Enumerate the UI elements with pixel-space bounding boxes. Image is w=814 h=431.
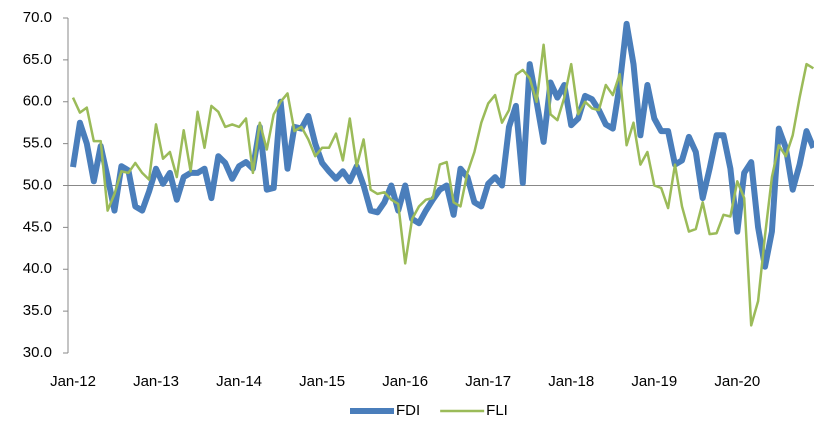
y-tick-label: 40.0 [23,260,52,277]
y-tick-label: 30.0 [23,344,52,361]
x-tick-label: Jan-12 [50,373,96,390]
x-tick-label: Jan-17 [465,373,511,390]
legend-label: FDI [396,402,420,419]
x-tick-label: Jan-16 [382,373,428,390]
x-tick-label: Jan-18 [548,373,594,390]
y-tick-label: 45.0 [23,218,52,235]
x-tick-label: Jan-20 [714,373,760,390]
x-tick-label: Jan-19 [631,373,677,390]
y-tick-label: 70.0 [23,9,52,26]
y-tick-label: 60.0 [23,93,52,110]
y-tick-label: 50.0 [23,176,52,193]
series-line [70,20,814,270]
y-tick-label: 65.0 [23,51,52,68]
x-tick-label: Jan-13 [133,373,179,390]
x-tick-label: Jan-14 [216,373,262,390]
x-tick-label: Jan-15 [299,373,345,390]
y-tick-label: 55.0 [23,135,52,152]
legend-label: FLI [486,402,508,419]
y-tick-label: 35.0 [23,302,52,319]
series-line [71,43,814,327]
